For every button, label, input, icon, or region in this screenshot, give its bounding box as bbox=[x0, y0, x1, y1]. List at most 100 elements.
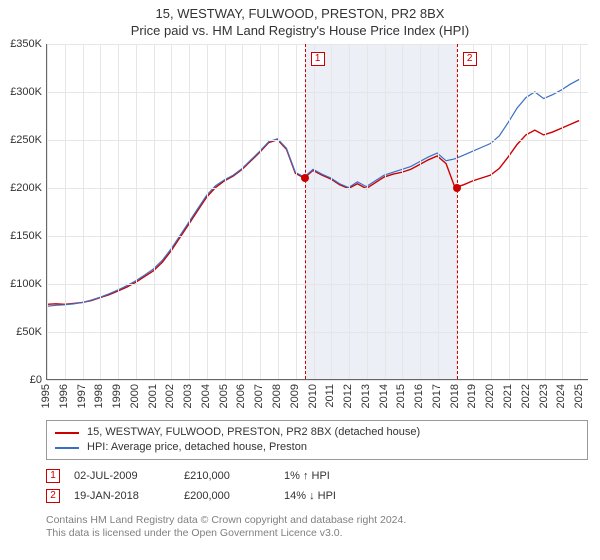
event-date: 19-JAN-2018 bbox=[74, 486, 184, 506]
event-price: £200,000 bbox=[184, 486, 284, 506]
gridline-v bbox=[562, 44, 563, 379]
gridline-v bbox=[527, 44, 528, 379]
x-axis-tick-label: 2001 bbox=[147, 384, 159, 408]
gridline-v bbox=[438, 44, 439, 379]
gridline-v bbox=[65, 44, 66, 379]
legend-swatch bbox=[55, 447, 79, 449]
x-axis-tick-label: 2013 bbox=[360, 384, 372, 408]
gridline-v bbox=[242, 44, 243, 379]
x-axis-tick-label: 2023 bbox=[538, 384, 550, 408]
gridline-v bbox=[189, 44, 190, 379]
gridline-v bbox=[491, 44, 492, 379]
x-axis-tick-label: 2008 bbox=[271, 384, 283, 408]
gridline-v bbox=[278, 44, 279, 379]
x-axis-tick-label: 2012 bbox=[342, 384, 354, 408]
gridline-v bbox=[367, 44, 368, 379]
gridline-h bbox=[47, 92, 588, 93]
sale-events-table: 1 02-JUL-2009£210,0001% ↑ HPI 2 19-JAN-2018… bbox=[46, 466, 588, 506]
event-marker-box: 1 bbox=[46, 469, 60, 483]
gridline-v bbox=[296, 44, 297, 379]
gridline-v bbox=[545, 44, 546, 379]
gridline-h bbox=[47, 332, 588, 333]
gridline-h bbox=[47, 140, 588, 141]
event-row: 2 19-JAN-2018£200,00014% ↓ HPI bbox=[46, 486, 588, 506]
gridline-v bbox=[473, 44, 474, 379]
gridline-v bbox=[118, 44, 119, 379]
x-axis-tick-label: 2005 bbox=[218, 384, 230, 408]
gridline-h bbox=[47, 44, 588, 45]
legend-item: HPI: Average price, detached house, Pres… bbox=[55, 440, 579, 455]
sale-event-vline bbox=[305, 44, 306, 379]
plot-region: 12 bbox=[46, 44, 588, 380]
x-axis-tick-label: 2003 bbox=[182, 384, 194, 408]
footer-line2: This data is licensed under the Open Gov… bbox=[46, 527, 588, 540]
x-axis-tick-label: 2014 bbox=[378, 384, 390, 408]
x-axis-tick-label: 2015 bbox=[395, 384, 407, 408]
x-axis-tick-label: 2010 bbox=[307, 384, 319, 408]
chart-title-line2: Price paid vs. HM Land Registry's House … bbox=[0, 23, 600, 38]
x-axis-tick-label: 2004 bbox=[200, 384, 212, 408]
y-axis-tick-label: £50K bbox=[0, 326, 42, 338]
x-axis-tick-label: 1996 bbox=[58, 384, 70, 408]
gridline-v bbox=[100, 44, 101, 379]
legend-label: 15, WESTWAY, FULWOOD, PRESTON, PR2 8BX (… bbox=[87, 425, 420, 440]
gridline-v bbox=[136, 44, 137, 379]
chart-title-line1: 15, WESTWAY, FULWOOD, PRESTON, PR2 8BX bbox=[0, 6, 600, 21]
gridline-v bbox=[171, 44, 172, 379]
gridline-h bbox=[47, 380, 588, 381]
legend-item: 15, WESTWAY, FULWOOD, PRESTON, PR2 8BX (… bbox=[55, 425, 579, 440]
x-axis-tick-label: 2025 bbox=[573, 384, 585, 408]
sale-event-marker: 1 bbox=[311, 52, 325, 66]
y-axis-tick-label: £100K bbox=[0, 278, 42, 290]
gridline-v bbox=[420, 44, 421, 379]
gridline-h bbox=[47, 188, 588, 189]
gridline-v bbox=[225, 44, 226, 379]
footer-line1: Contains HM Land Registry data © Crown c… bbox=[46, 514, 588, 527]
x-axis-tick-label: 2024 bbox=[555, 384, 567, 408]
gridline-v bbox=[509, 44, 510, 379]
footer-attribution: Contains HM Land Registry data © Crown c… bbox=[46, 514, 588, 540]
chart-svg bbox=[47, 44, 588, 379]
x-axis-tick-label: 1995 bbox=[40, 384, 52, 408]
legend: 15, WESTWAY, FULWOOD, PRESTON, PR2 8BX (… bbox=[46, 420, 588, 460]
x-axis-tick-label: 1998 bbox=[93, 384, 105, 408]
event-date: 02-JUL-2009 bbox=[74, 466, 184, 486]
x-axis-tick-label: 2017 bbox=[431, 384, 443, 408]
y-axis-tick-label: £0 bbox=[0, 374, 42, 386]
x-axis-tick-label: 1997 bbox=[76, 384, 88, 408]
gridline-v bbox=[83, 44, 84, 379]
y-axis-tick-label: £150K bbox=[0, 230, 42, 242]
x-axis-tick-label: 2018 bbox=[449, 384, 461, 408]
gridline-v bbox=[314, 44, 315, 379]
x-axis-tick-label: 2020 bbox=[484, 384, 496, 408]
gridline-v bbox=[331, 44, 332, 379]
x-axis-tick-label: 2000 bbox=[129, 384, 141, 408]
y-axis-tick-label: £300K bbox=[0, 86, 42, 98]
legend-swatch bbox=[55, 432, 79, 434]
event-delta: 1% ↑ HPI bbox=[284, 466, 588, 486]
chart-area: 12 £0£50K£100K£150K£200K£250K£300K£350K1… bbox=[0, 44, 600, 416]
sale-event-marker: 2 bbox=[463, 52, 477, 66]
gridline-h bbox=[47, 236, 588, 237]
gridline-v bbox=[47, 44, 48, 379]
gridline-v bbox=[402, 44, 403, 379]
x-axis-tick-label: 2011 bbox=[324, 384, 336, 408]
sale-dot bbox=[301, 174, 309, 182]
x-axis-tick-label: 2002 bbox=[164, 384, 176, 408]
y-axis-tick-label: £250K bbox=[0, 134, 42, 146]
y-axis-tick-label: £350K bbox=[0, 38, 42, 50]
x-axis-tick-label: 2016 bbox=[413, 384, 425, 408]
sale-event-vline bbox=[457, 44, 458, 379]
gridline-v bbox=[260, 44, 261, 379]
x-axis-tick-label: 2021 bbox=[502, 384, 514, 408]
event-marker-box: 2 bbox=[46, 489, 60, 503]
event-delta: 14% ↓ HPI bbox=[284, 486, 588, 506]
title-block: 15, WESTWAY, FULWOOD, PRESTON, PR2 8BX P… bbox=[0, 0, 600, 38]
legend-label: HPI: Average price, detached house, Pres… bbox=[87, 440, 307, 455]
gridline-h bbox=[47, 284, 588, 285]
x-axis-tick-label: 2007 bbox=[253, 384, 265, 408]
x-axis-tick-label: 2022 bbox=[520, 384, 532, 408]
x-axis-tick-label: 2006 bbox=[235, 384, 247, 408]
event-price: £210,000 bbox=[184, 466, 284, 486]
gridline-v bbox=[349, 44, 350, 379]
